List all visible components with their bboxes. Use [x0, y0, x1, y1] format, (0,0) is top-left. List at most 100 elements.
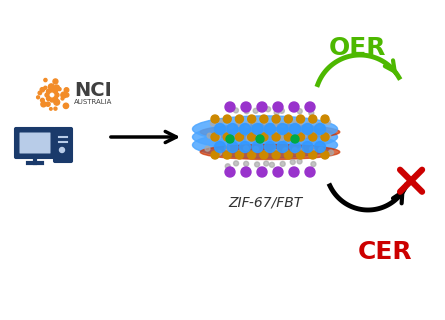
Circle shape [311, 162, 316, 167]
Text: OER: OER [329, 36, 387, 60]
Circle shape [49, 84, 54, 90]
Circle shape [225, 145, 230, 150]
Circle shape [234, 161, 239, 166]
Circle shape [46, 102, 50, 106]
Circle shape [210, 121, 215, 126]
Circle shape [244, 161, 249, 166]
Circle shape [241, 102, 251, 112]
Circle shape [53, 97, 57, 100]
Circle shape [205, 146, 210, 151]
Ellipse shape [200, 124, 340, 140]
Circle shape [246, 136, 251, 140]
Circle shape [239, 124, 251, 134]
Circle shape [218, 119, 223, 124]
Text: AUSTRALIA: AUSTRALIA [74, 99, 113, 105]
Circle shape [263, 151, 267, 156]
Circle shape [263, 120, 268, 125]
Circle shape [274, 121, 279, 126]
Circle shape [293, 120, 298, 125]
Circle shape [290, 141, 300, 153]
Circle shape [274, 110, 279, 115]
Circle shape [302, 124, 313, 134]
Circle shape [252, 141, 263, 153]
Circle shape [255, 162, 259, 167]
Circle shape [223, 115, 231, 123]
Circle shape [55, 93, 59, 97]
Circle shape [226, 135, 234, 143]
Circle shape [223, 133, 231, 141]
Circle shape [36, 96, 40, 99]
Circle shape [54, 99, 60, 105]
Circle shape [273, 149, 278, 155]
Circle shape [211, 133, 219, 141]
Circle shape [239, 141, 251, 153]
Circle shape [217, 150, 222, 156]
Circle shape [50, 88, 54, 92]
Circle shape [244, 109, 249, 114]
Circle shape [234, 108, 239, 113]
Circle shape [315, 141, 325, 153]
Circle shape [44, 78, 47, 82]
Circle shape [297, 159, 302, 164]
Circle shape [253, 147, 259, 151]
Circle shape [54, 107, 57, 110]
Circle shape [264, 124, 275, 134]
Circle shape [257, 102, 267, 112]
Circle shape [299, 148, 303, 153]
Circle shape [253, 108, 258, 113]
Circle shape [248, 151, 256, 159]
Circle shape [296, 133, 304, 141]
Circle shape [235, 133, 243, 141]
Circle shape [283, 148, 288, 153]
Circle shape [38, 91, 41, 95]
Circle shape [311, 133, 316, 138]
Circle shape [269, 162, 275, 167]
Circle shape [227, 124, 238, 134]
Circle shape [260, 151, 268, 159]
Circle shape [328, 150, 333, 155]
Circle shape [58, 88, 61, 91]
Circle shape [297, 109, 302, 114]
Circle shape [272, 133, 280, 141]
Circle shape [224, 135, 229, 140]
Circle shape [284, 151, 292, 159]
Circle shape [44, 86, 47, 89]
Circle shape [325, 119, 331, 124]
Circle shape [207, 133, 212, 138]
Circle shape [272, 115, 280, 123]
Circle shape [243, 146, 249, 151]
Circle shape [292, 105, 297, 110]
Circle shape [309, 133, 317, 141]
Circle shape [279, 135, 284, 140]
Circle shape [41, 102, 46, 107]
Circle shape [245, 123, 250, 127]
Circle shape [277, 141, 288, 153]
Circle shape [40, 98, 44, 102]
Circle shape [65, 93, 69, 97]
Circle shape [46, 97, 50, 100]
Ellipse shape [193, 132, 337, 158]
Circle shape [310, 147, 315, 151]
Circle shape [225, 167, 235, 177]
Circle shape [290, 124, 300, 134]
Ellipse shape [193, 116, 337, 142]
Circle shape [223, 151, 231, 159]
Circle shape [305, 167, 315, 177]
Circle shape [248, 115, 256, 123]
FancyBboxPatch shape [20, 132, 50, 154]
Circle shape [280, 122, 285, 127]
Circle shape [309, 110, 314, 116]
Circle shape [225, 102, 235, 112]
Circle shape [321, 133, 329, 141]
Circle shape [214, 124, 226, 134]
Circle shape [63, 103, 69, 108]
Circle shape [264, 141, 275, 153]
Circle shape [266, 107, 271, 112]
Circle shape [235, 151, 243, 159]
Circle shape [290, 159, 295, 164]
Circle shape [280, 161, 285, 166]
Circle shape [53, 79, 58, 84]
Circle shape [211, 151, 219, 159]
Circle shape [211, 115, 219, 123]
Circle shape [264, 161, 269, 166]
